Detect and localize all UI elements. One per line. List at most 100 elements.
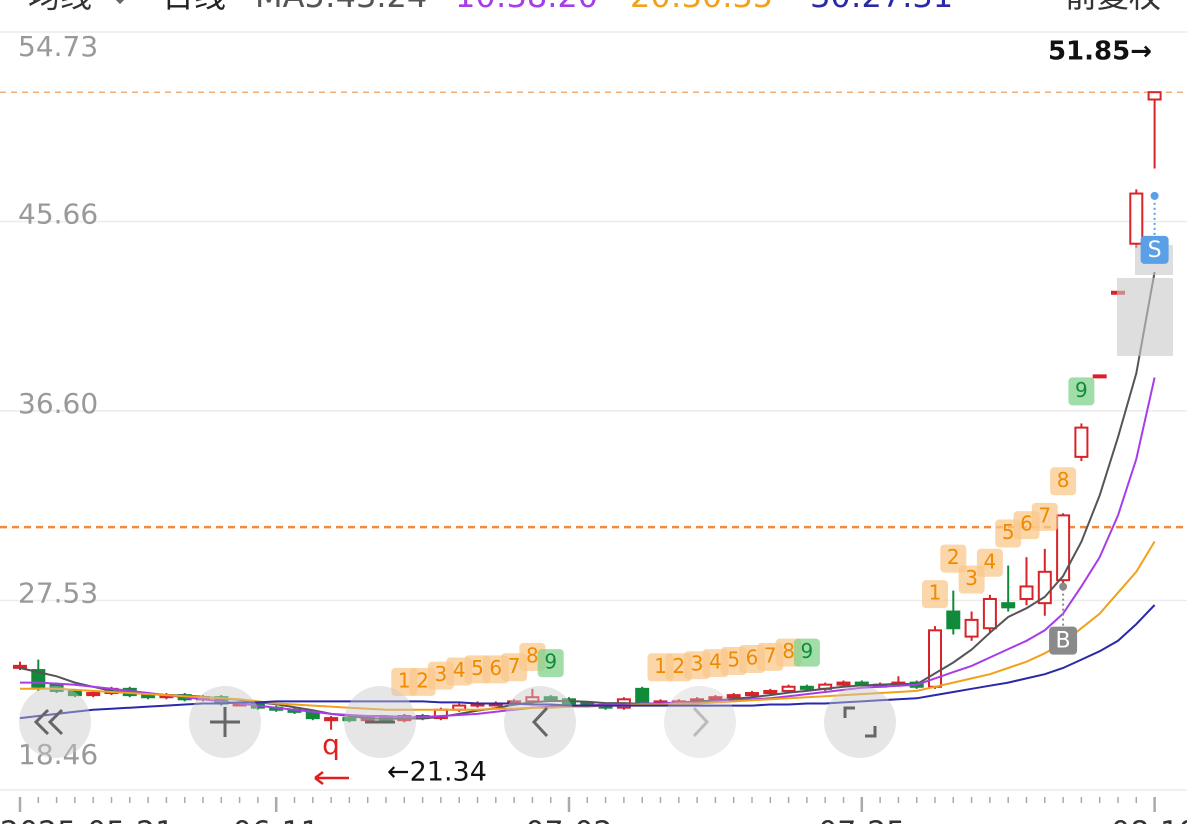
signal-box xyxy=(1049,626,1078,655)
header: 均线 日线 前复权 xyxy=(28,0,1161,15)
td-box xyxy=(940,544,967,573)
high-label: 51.85→ xyxy=(1048,37,1152,67)
ma-legend: MA5:43.24 xyxy=(255,0,427,15)
candle-body xyxy=(1037,570,1052,605)
td-count: 1 xyxy=(654,654,667,678)
td-count: 6 xyxy=(489,656,502,680)
candle-body xyxy=(763,689,778,695)
td-count: 5 xyxy=(727,648,740,672)
candle-body xyxy=(745,692,759,697)
low-arrow xyxy=(314,771,349,785)
td-box xyxy=(1068,377,1095,406)
candle-body xyxy=(1092,374,1107,379)
td-count: 5 xyxy=(471,656,484,680)
marker-text: q xyxy=(322,728,340,761)
y-tick-label: 27.53 xyxy=(18,576,98,609)
candle-body xyxy=(982,597,997,630)
scroll-left-button[interactable] xyxy=(19,686,91,758)
x-tick-label: 2025-05-21 xyxy=(0,816,174,824)
candle-body xyxy=(1074,426,1089,458)
td-count: 9 xyxy=(544,650,557,674)
td-count: 2 xyxy=(672,654,685,678)
td-box xyxy=(976,548,1003,577)
zoom-in-button[interactable] xyxy=(189,686,261,758)
td-count: 2 xyxy=(947,545,960,569)
td-box xyxy=(922,580,948,609)
candle-body xyxy=(799,685,814,690)
candle-body xyxy=(141,694,156,699)
td-count: 5 xyxy=(1002,520,1015,544)
ma-legend: 10:38.20 xyxy=(455,0,598,15)
td-count: 7 xyxy=(764,643,777,667)
td-box xyxy=(1050,467,1077,496)
signal-label: B xyxy=(1056,629,1071,654)
low-label: ←21.34 xyxy=(387,757,487,788)
candle-body xyxy=(1019,585,1034,600)
candle-body xyxy=(324,717,339,722)
ma-legend: 20:30.35 xyxy=(630,0,773,15)
td-count: 3 xyxy=(691,652,704,676)
td-count: 3 xyxy=(435,662,448,686)
fullscreen-button[interactable] xyxy=(824,686,896,758)
adjust-mode[interactable]: 前复权 xyxy=(1065,0,1161,15)
signal-dot xyxy=(1150,191,1159,200)
ma-line xyxy=(19,604,1156,720)
candle-body xyxy=(946,610,961,630)
td-count: 7 xyxy=(508,654,521,678)
plot-area xyxy=(13,91,1162,730)
candle-body xyxy=(708,696,723,701)
signal-box xyxy=(1140,235,1169,264)
candle-body xyxy=(86,692,101,697)
period[interactable]: 日线 xyxy=(162,0,226,15)
prev-button[interactable] xyxy=(504,686,576,758)
candle-body xyxy=(1129,192,1144,245)
overlay-block xyxy=(1117,278,1173,356)
next-button[interactable] xyxy=(664,686,736,758)
candle-body xyxy=(635,687,650,705)
x-tick-label: 07-02 xyxy=(525,816,612,824)
signal-label: S xyxy=(1148,238,1162,263)
td-count: 3 xyxy=(965,566,978,590)
td-count: 9 xyxy=(801,639,814,663)
td-count: 1 xyxy=(398,668,411,692)
td-box xyxy=(1031,502,1058,531)
x-tick-label: 06-11 xyxy=(233,816,320,824)
td-count: 4 xyxy=(984,549,997,573)
td-count: 7 xyxy=(1038,503,1051,527)
td-count: 6 xyxy=(1020,512,1033,536)
ma-button[interactable]: 均线 xyxy=(28,0,92,15)
td-count: 8 xyxy=(526,643,539,667)
candle-body xyxy=(836,681,851,686)
signal-dot xyxy=(1059,582,1068,591)
toolbar xyxy=(19,686,896,758)
td-count: 8 xyxy=(1057,468,1070,492)
td-count: 4 xyxy=(453,658,466,682)
ma-legend: 30:27.31 xyxy=(810,0,953,15)
candle-body xyxy=(781,685,796,692)
td-count: 1 xyxy=(929,581,942,605)
candle-body xyxy=(13,664,27,669)
y-tick-label: 36.60 xyxy=(18,387,98,420)
candle-body xyxy=(1001,602,1016,609)
zoom-out-button[interactable] xyxy=(344,686,416,758)
candle-body xyxy=(1056,514,1071,582)
candle-body xyxy=(726,694,741,699)
x-tick-label: 08-19 xyxy=(1111,816,1187,824)
candle-body xyxy=(1147,91,1162,101)
dropdown-icon[interactable] xyxy=(112,0,128,5)
td-count: 4 xyxy=(709,650,722,674)
td-count: 2 xyxy=(416,668,429,692)
candle-body xyxy=(543,696,558,701)
td-box xyxy=(793,638,820,667)
candle-body xyxy=(964,618,979,638)
td-count: 6 xyxy=(746,645,759,669)
td-box xyxy=(537,649,564,678)
y-tick-label: 18.46 xyxy=(18,738,98,771)
td-count: 9 xyxy=(1075,378,1088,402)
candle-body xyxy=(342,717,357,722)
y-tick-label: 45.66 xyxy=(18,198,98,231)
